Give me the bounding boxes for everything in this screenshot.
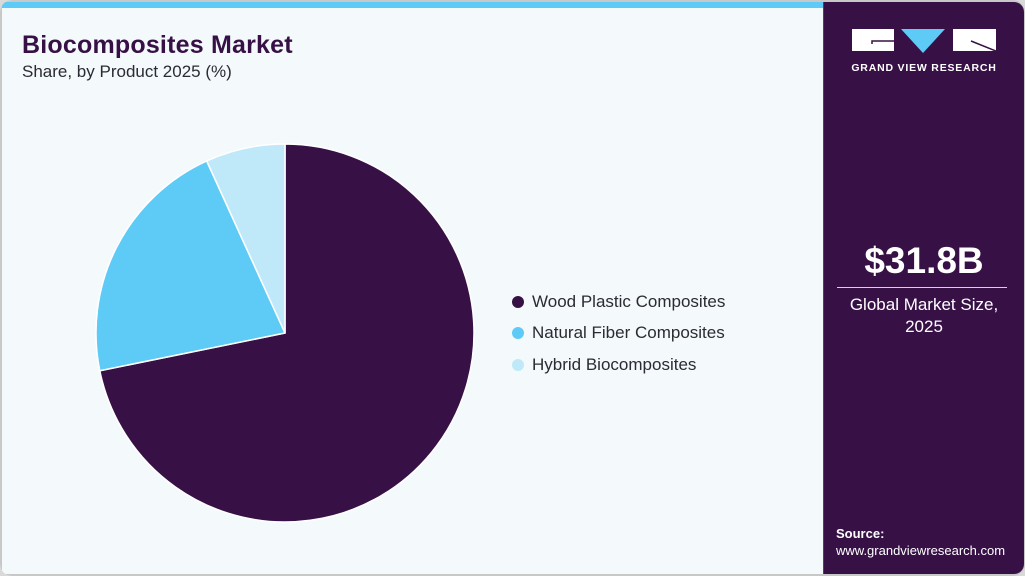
chart-title: Biocomposites Market xyxy=(22,31,293,59)
source-label: Source: xyxy=(836,526,885,541)
pie-slice-hybrid-biocomposites xyxy=(205,143,286,334)
market-label-line2: 2025 xyxy=(905,317,943,336)
pie-slice-wood-plastic-composites xyxy=(99,143,475,523)
legend-dot-icon xyxy=(512,358,524,371)
legend-dot-icon xyxy=(512,295,524,308)
legend-dot-icon xyxy=(512,327,524,340)
market-size-label: Global Market Size, 2025 xyxy=(824,294,1024,338)
market-label-line1: Global Market Size, xyxy=(849,295,999,314)
logo-text: GRAND VIEW RESEARCH xyxy=(851,62,997,74)
legend: Wood Plastic Composites Natural Fiber Co… xyxy=(512,286,725,381)
source-url: www.grandviewresearch.com xyxy=(836,543,1006,558)
chart-panel: Biocomposites Market Share, by Product 2… xyxy=(2,2,823,574)
gvr-logo-icon xyxy=(852,29,996,53)
accent-bar xyxy=(2,2,823,8)
legend-item-natural-fiber: Natural Fiber Composites xyxy=(512,318,725,350)
market-size-value: $31.8B xyxy=(864,240,984,281)
pie-chart xyxy=(95,143,475,523)
legend-label: Hybrid Biocomposites xyxy=(532,354,697,374)
legend-item-hybrid: Hybrid Biocomposites xyxy=(512,349,725,381)
legend-label: Natural Fiber Composites xyxy=(532,323,725,343)
legend-item-wood-plastic: Wood Plastic Composites xyxy=(512,286,725,318)
legend-label: Wood Plastic Composites xyxy=(532,291,726,311)
pie-slices xyxy=(95,143,475,523)
divider xyxy=(837,287,1007,288)
info-sidebar: GRAND VIEW RESEARCH $31.8B Global Market… xyxy=(823,2,1024,574)
chart-subtitle: Share, by Product 2025 (%) xyxy=(22,62,232,81)
pie-slice-natural-fiber-composites xyxy=(95,160,286,372)
